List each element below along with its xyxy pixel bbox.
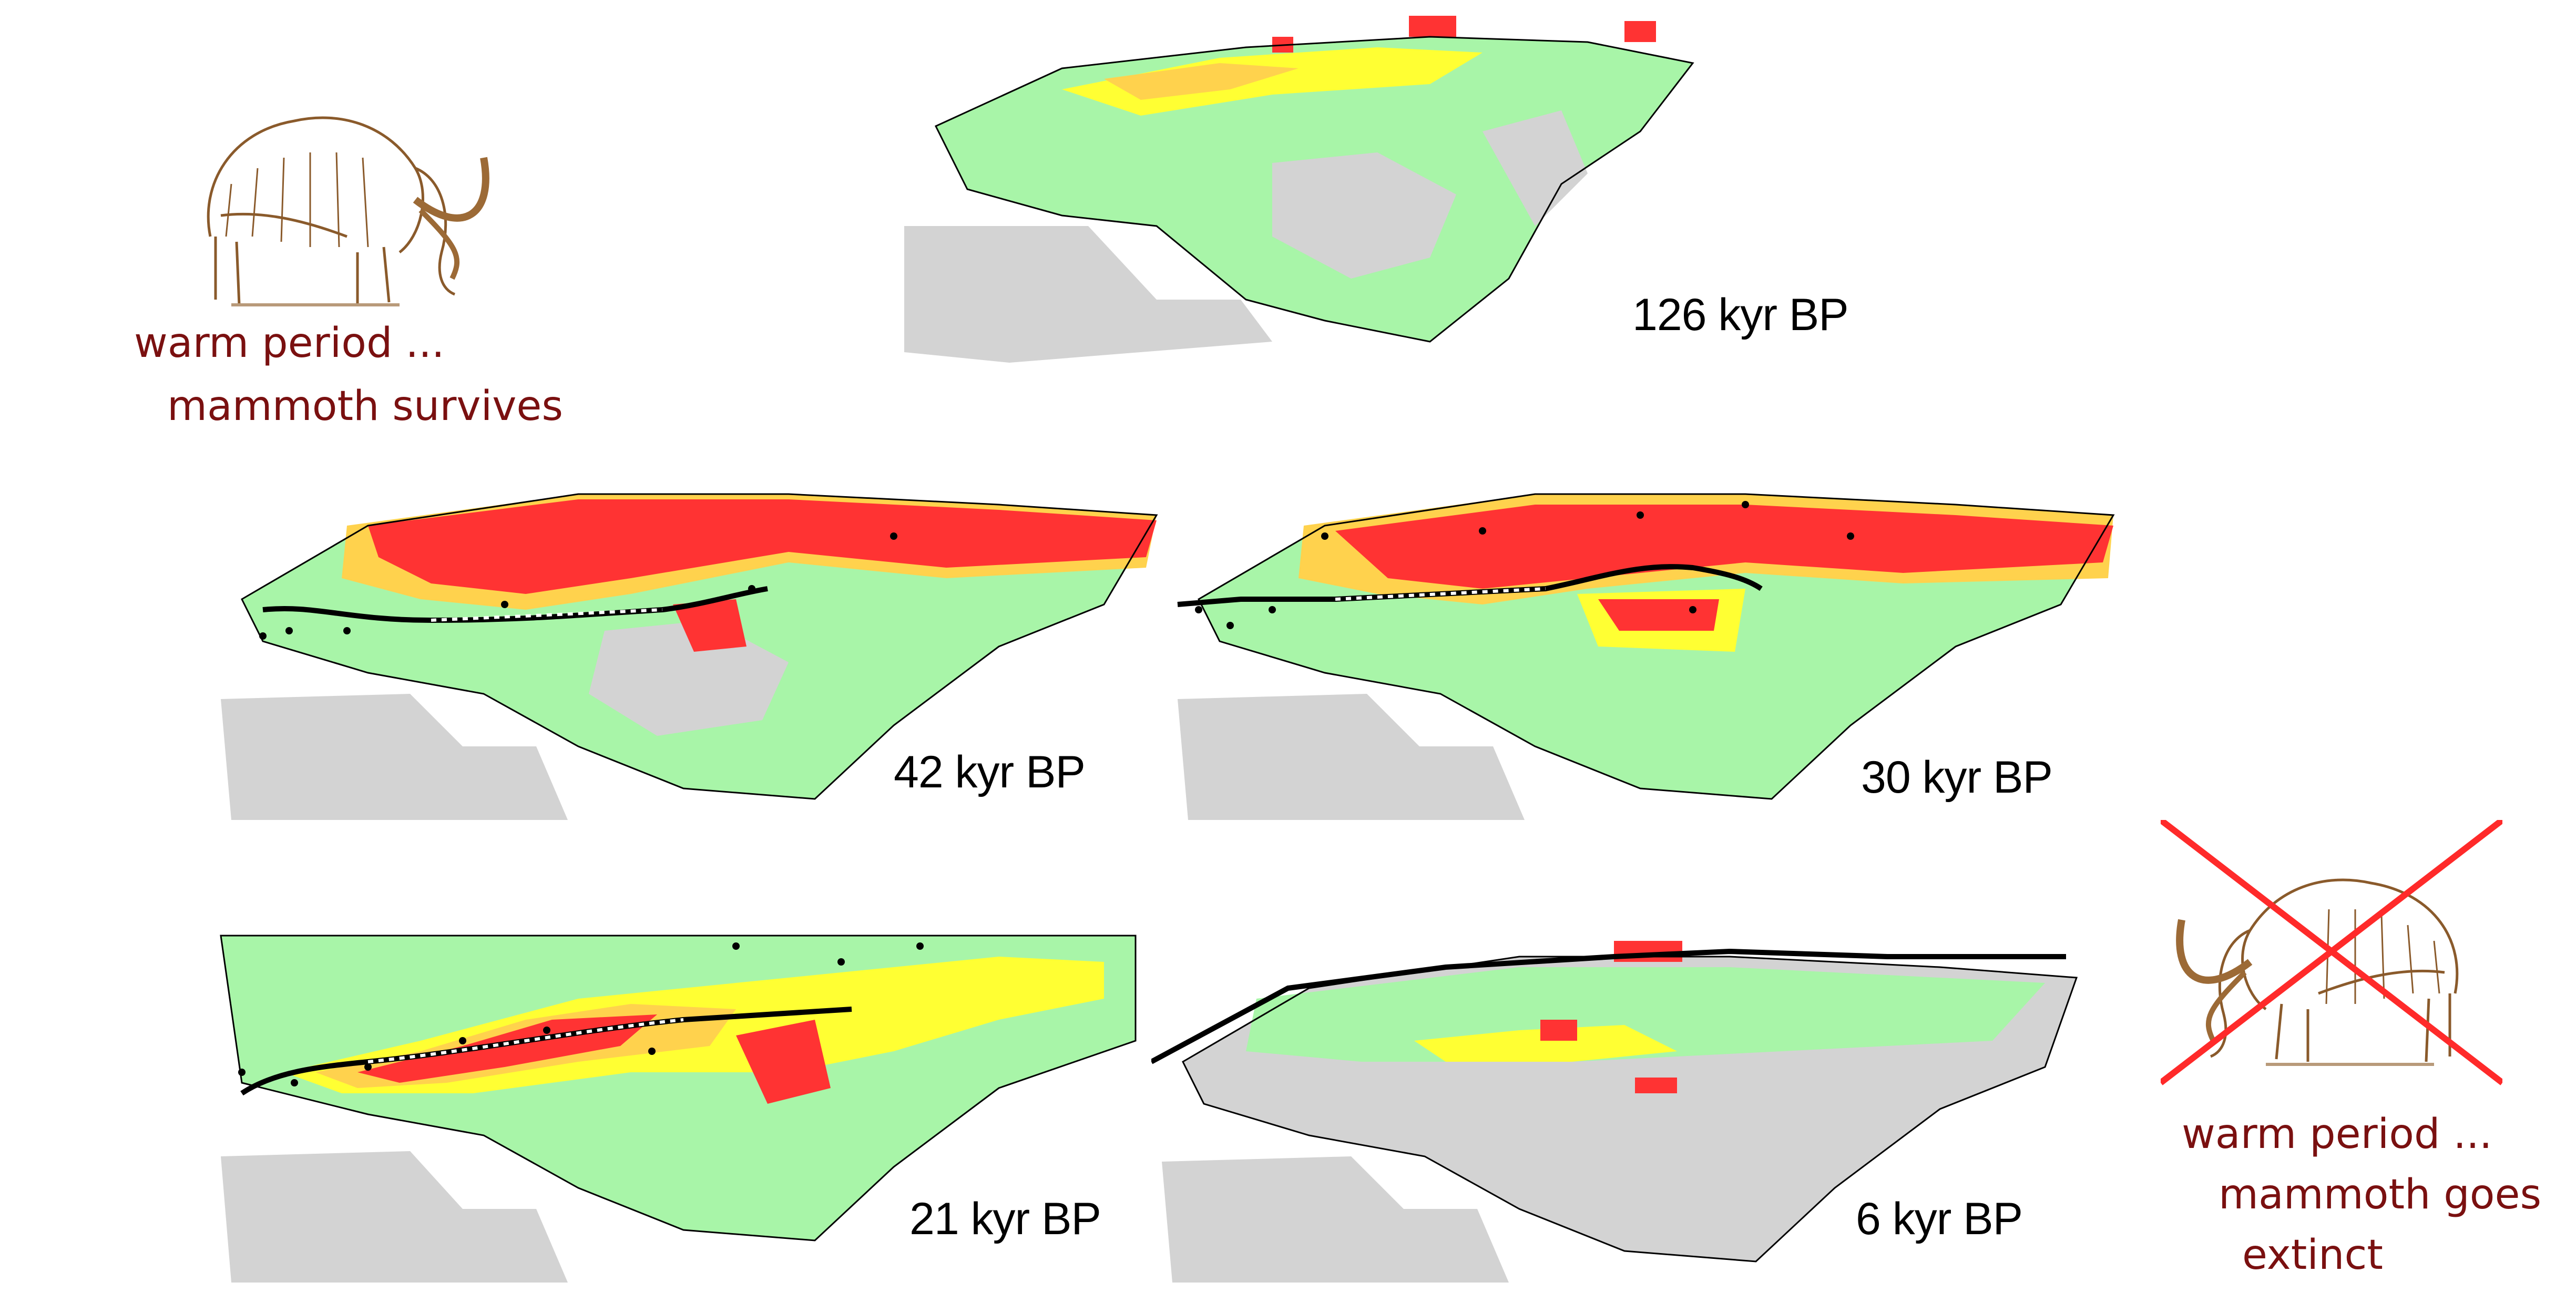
map-panel-6: 6 kyr BP: [1151, 936, 2087, 1304]
right-caption-line1: warm period ...: [2182, 1111, 2492, 1158]
left-caption-line1: warm period ...: [134, 320, 445, 367]
crossed-mammoth-icon: [2161, 820, 2502, 1085]
map-panel-30: 30 kyr BP: [1167, 473, 2124, 841]
map-panel-21: 21 kyr BP: [210, 915, 1157, 1304]
period-label: 126 kyr BP: [1632, 290, 1849, 340]
period-label: 21 kyr BP: [909, 1194, 1101, 1244]
map-panel-126: 126 kyr BP: [904, 5, 1893, 405]
period-label: 42 kyr BP: [894, 747, 1086, 797]
right-caption-line3: extinct: [2242, 1232, 2383, 1279]
period-label: 30 kyr BP: [1861, 752, 2053, 803]
left-caption-line2: mammoth survives: [167, 383, 564, 430]
mammoth-icon: [207, 116, 489, 306]
period-label: 6 kyr BP: [1856, 1194, 2023, 1244]
right-caption-line2: mammoth goes: [2219, 1171, 2542, 1218]
map-panel-42: 42 kyr BP: [210, 473, 1167, 841]
